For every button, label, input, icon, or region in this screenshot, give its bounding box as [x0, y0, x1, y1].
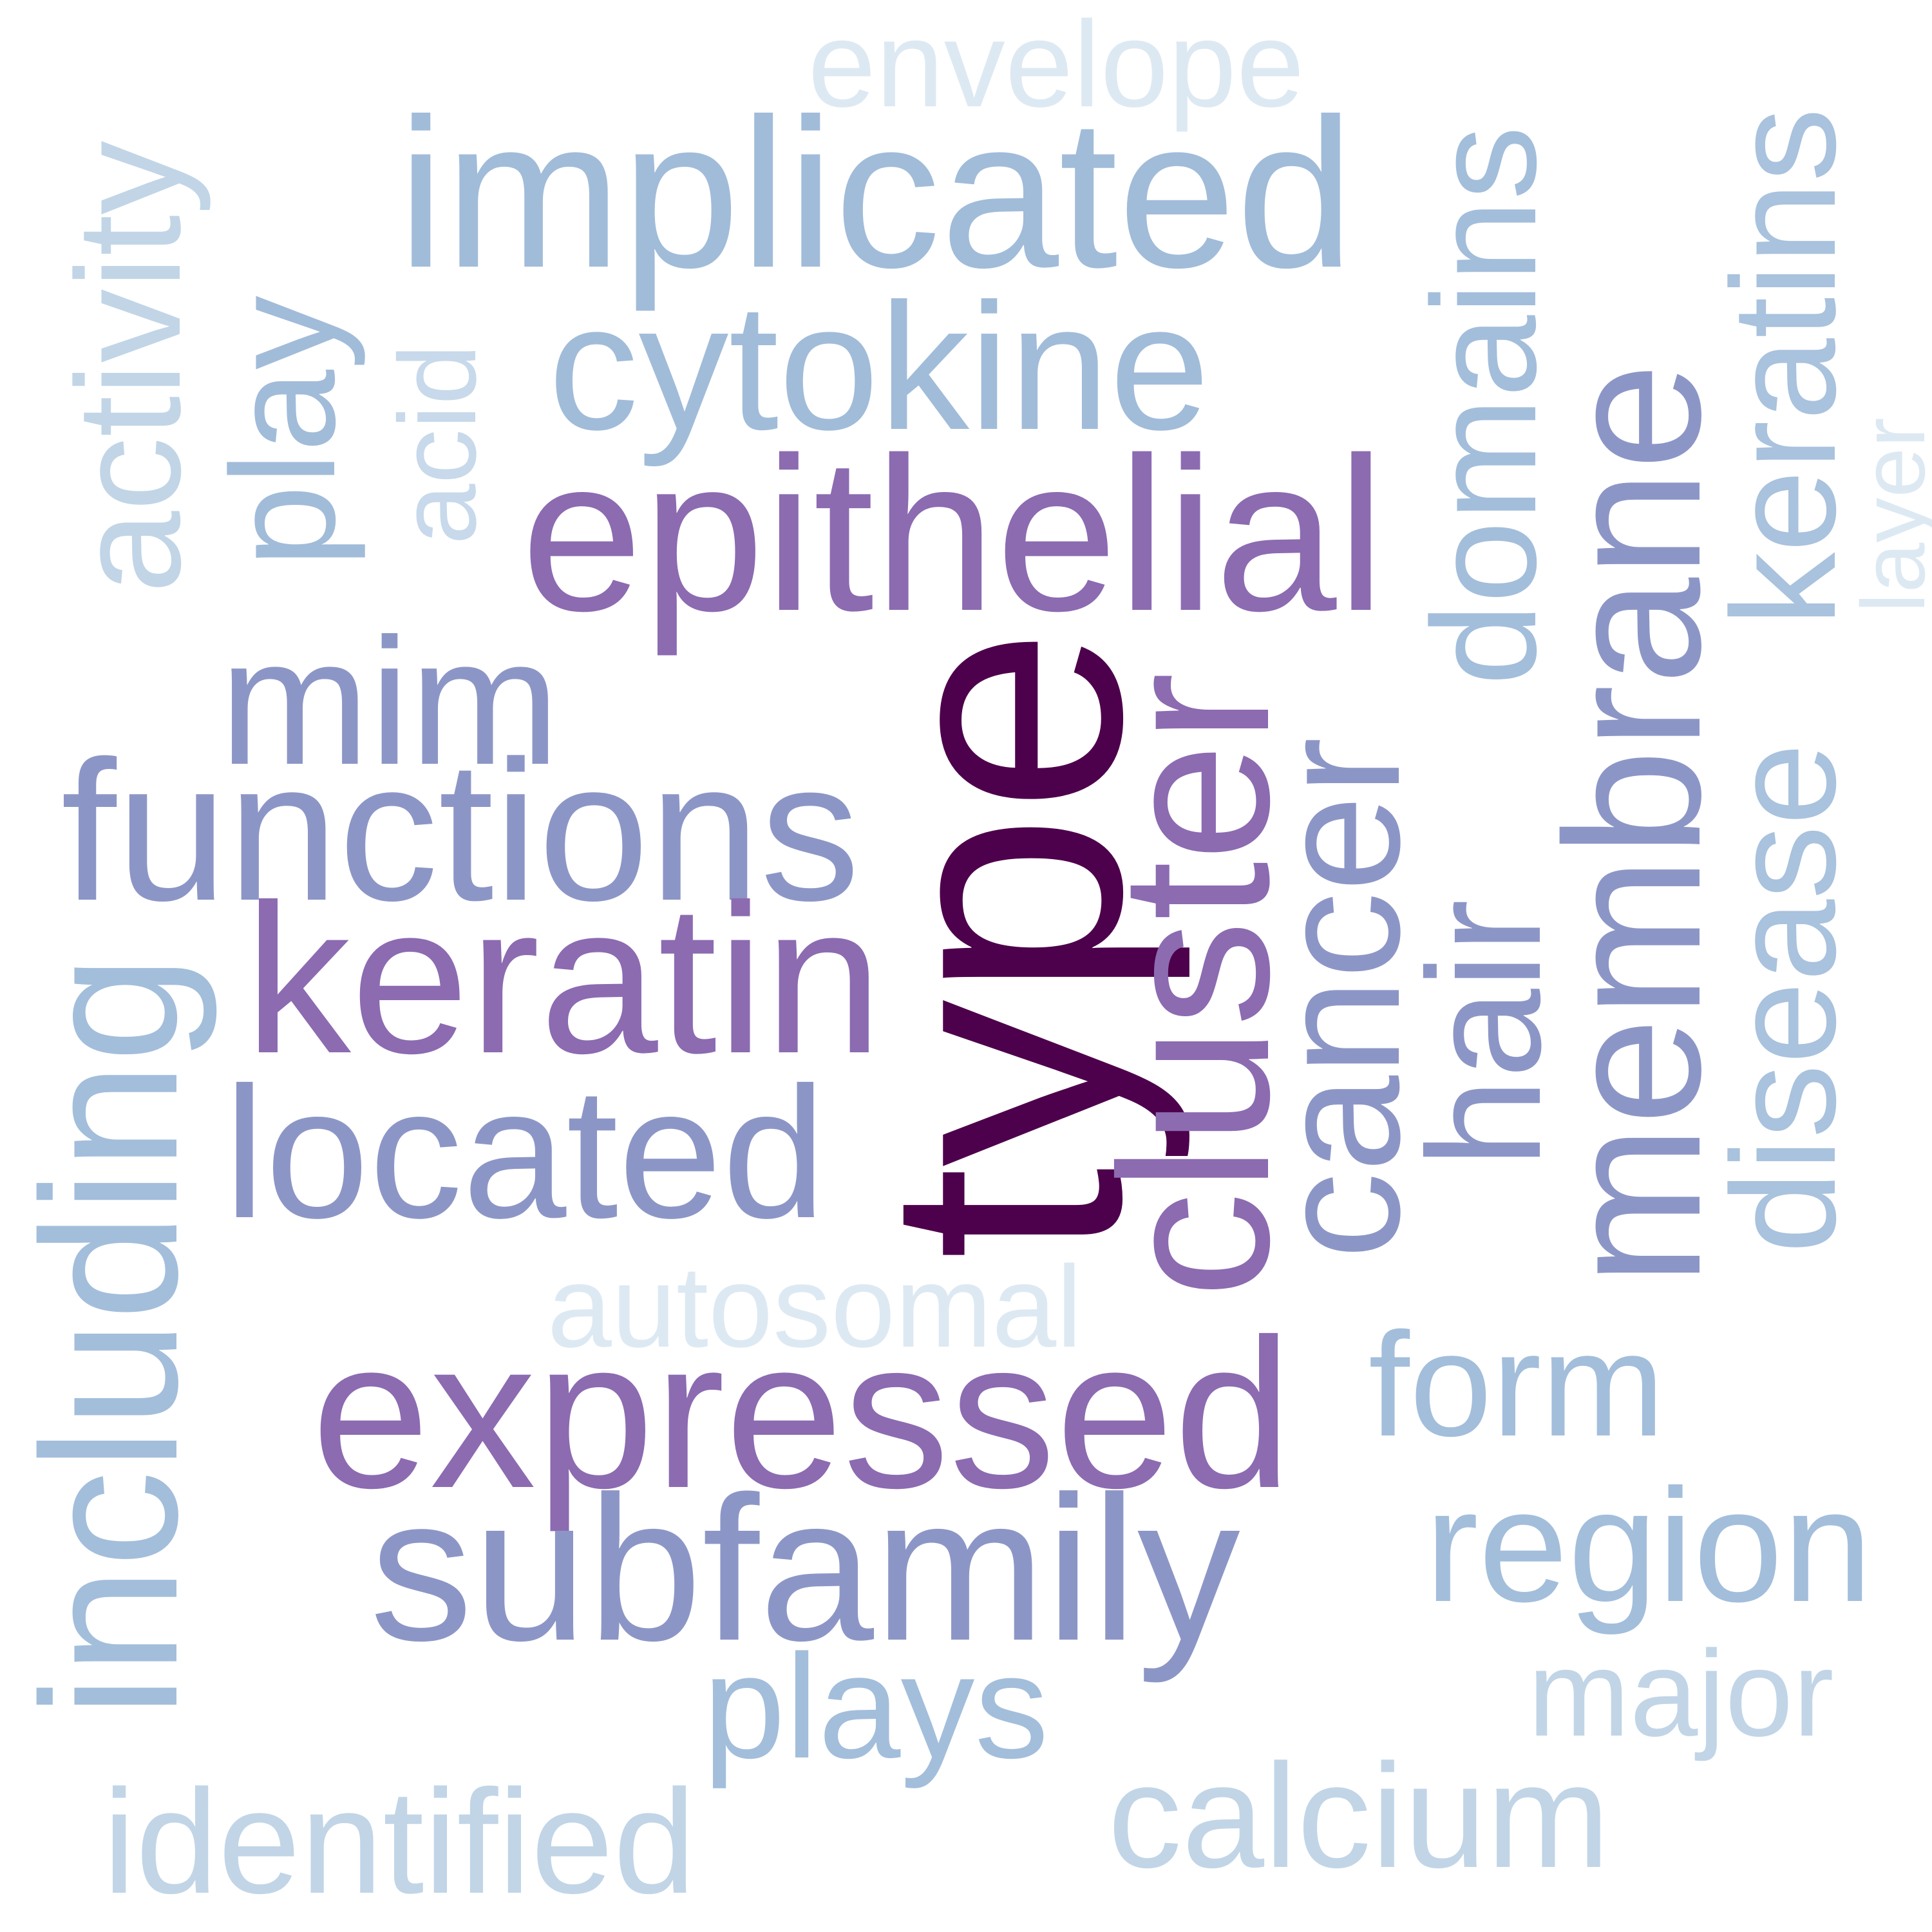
word-keratin: keratin	[244, 860, 883, 1097]
word-epithelial: epithelial	[520, 412, 1386, 657]
word-plays: plays	[703, 1624, 1049, 1789]
word-autosomal: autosomal	[547, 1242, 1083, 1372]
word-acid: acid	[377, 344, 499, 545]
word-envelope: envelope	[808, 0, 1305, 133]
word-layer: layer	[1842, 417, 1932, 613]
word-implicated: implicated	[397, 74, 1354, 312]
word-subfamily: subfamily	[370, 1453, 1240, 1683]
word-play: play	[200, 296, 366, 567]
word-functions: functions	[61, 719, 860, 942]
word-calcium: calcium	[1108, 1733, 1610, 1899]
word-including: including	[1, 954, 218, 1718]
word-mim: mim	[219, 601, 560, 802]
word-hair: hair	[1394, 899, 1574, 1168]
word-region: region	[1425, 1455, 1873, 1635]
word-identified: identified	[102, 1759, 696, 1924]
word-expressed: expressed	[311, 1294, 1293, 1532]
word-located: located	[223, 1048, 826, 1257]
word-activity: activity	[46, 140, 211, 594]
word-disease: disease	[1701, 743, 1866, 1254]
word-form: form	[1368, 1302, 1665, 1467]
word-major: major	[1528, 1625, 1834, 1762]
word-cytokine: cytokine	[548, 267, 1210, 468]
